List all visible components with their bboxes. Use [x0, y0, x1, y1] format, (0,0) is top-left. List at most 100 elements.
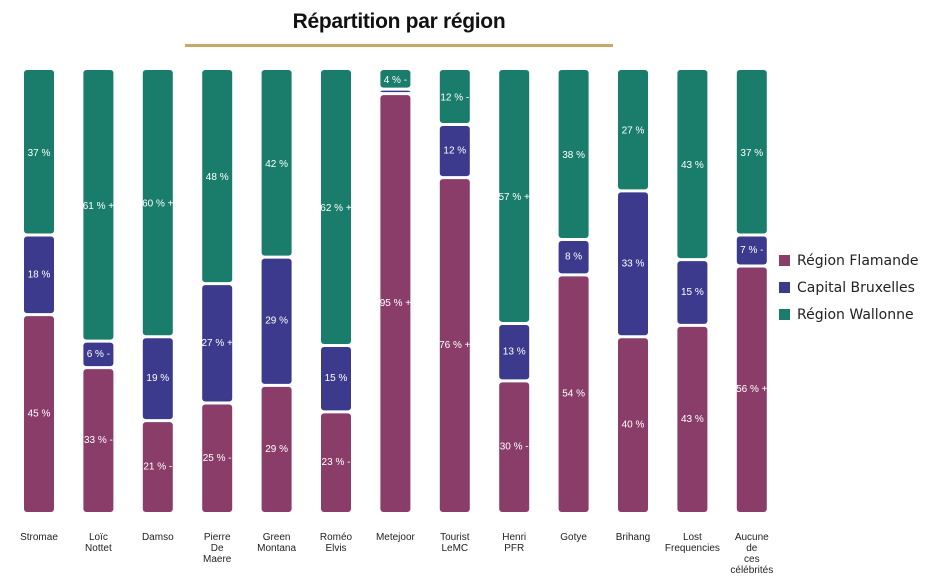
bar-label-4-0: 29 %	[265, 444, 288, 455]
bar-segment-6-0	[380, 95, 411, 512]
bar-segment-3-0	[202, 404, 233, 512]
category-label-3: Pierre De Maere	[203, 532, 232, 565]
title-underline	[185, 44, 613, 47]
category-label-7: Tourist LeMC	[440, 532, 470, 554]
bar-label-6-0: 95 % +	[380, 298, 412, 309]
chart-title: Répartition par région	[292, 10, 506, 33]
legend-label-bruxelles: Capital Bruxelles	[797, 279, 915, 296]
bar-segment-2-0	[142, 422, 173, 512]
bar-label-10-2: 27 %	[622, 126, 645, 137]
bar-label-6-2: 4 % -	[384, 75, 407, 86]
legend: Région Flamande Capital Bruxelles Région…	[779, 247, 919, 328]
bar-segment-0-1	[24, 236, 54, 314]
bar-label-12-2: 37 %	[740, 148, 763, 159]
bar-label-2-0: 21 % -	[143, 462, 172, 473]
category-label-8: Henri PFR	[502, 532, 526, 554]
legend-item-wallonne: Région Wallonne	[779, 301, 919, 328]
category-label-11: Lost Frequencies	[665, 532, 720, 554]
category-label-2: Damso	[142, 532, 174, 543]
bar-label-8-1: 13 %	[503, 347, 526, 358]
bar-label-4-2: 42 %	[265, 159, 288, 170]
bar-segment-10-1	[618, 192, 648, 336]
bar-label-8-0: 30 % -	[500, 442, 529, 453]
bar-segment-5-0	[321, 413, 351, 512]
bar-segment-9-0	[558, 276, 589, 512]
bar-segment-7-2	[439, 70, 470, 124]
bar-segment-12-2	[736, 70, 767, 234]
legend-item-flamande: Région Flamande	[779, 247, 919, 274]
category-label-6: Metejoor	[376, 532, 416, 543]
bar-label-7-2: 12 % -	[440, 93, 469, 104]
bar-segment-11-0	[677, 326, 708, 512]
bar-label-11-2: 43 %	[681, 160, 704, 171]
bar-label-2-2: 60 % +	[142, 199, 174, 210]
category-label-1: Loïc Nottet	[85, 532, 112, 554]
bar-label-1-2: 61 % +	[83, 201, 115, 212]
legend-item-bruxelles: Capital Bruxelles	[779, 274, 919, 301]
bar-segment-3-1	[202, 285, 233, 402]
bar-label-5-2: 62 % +	[320, 203, 352, 214]
bar-label-12-1: 7 % -	[740, 245, 763, 256]
bar-label-9-2: 38 %	[562, 150, 585, 161]
bar-segment-0-2	[24, 70, 54, 234]
bar-label-3-2: 48 %	[206, 172, 229, 183]
bar-label-9-1: 8 %	[565, 252, 582, 263]
bar-segment-0-0	[24, 316, 54, 512]
bar-label-0-1: 18 %	[28, 269, 51, 280]
bar-label-11-1: 15 %	[681, 287, 704, 298]
bar-segment-6-2	[380, 70, 411, 88]
bar-segment-2-1	[142, 338, 173, 420]
bar-label-5-1: 15 %	[325, 373, 348, 384]
bar-segment-12-0	[736, 267, 767, 512]
bar-label-1-0: 33 % -	[84, 435, 113, 446]
bar-segment-4-2	[261, 70, 292, 256]
legend-swatch-flamande	[779, 255, 790, 266]
bar-segment-1-1	[83, 342, 114, 367]
bar-segment-7-1	[439, 126, 470, 177]
bar-label-7-0: 76 % +	[439, 340, 471, 351]
bar-segment-2-2	[142, 70, 173, 336]
category-label-5: Roméo Elvis	[320, 532, 353, 554]
legend-swatch-wallonne	[779, 309, 790, 320]
bar-segment-1-2	[83, 70, 114, 340]
bar-segment-5-2	[321, 70, 351, 345]
bar-label-9-0: 54 %	[562, 389, 585, 400]
bar-segment-11-2	[677, 70, 708, 259]
bar-segment-9-1	[558, 240, 589, 274]
bar-label-2-1: 19 %	[146, 373, 169, 384]
bar-segment-5-1	[321, 347, 351, 411]
category-label-9: Gotye	[560, 532, 587, 543]
bar-segment-4-1	[261, 258, 292, 384]
bar-label-11-0: 43 %	[681, 414, 704, 425]
bar-segment-7-0	[439, 179, 470, 512]
category-label-0: Stromae	[20, 532, 58, 543]
bar-segment-8-0	[499, 382, 530, 512]
bar-label-5-0: 23 % -	[322, 457, 351, 468]
category-label-4: Green Montana	[257, 532, 296, 554]
bar-label-4-1: 29 %	[265, 316, 288, 327]
legend-swatch-bruxelles	[779, 282, 790, 293]
bar-label-1-1: 6 % -	[87, 349, 110, 360]
bar-segment-8-1	[499, 324, 530, 380]
bar-segment-10-0	[618, 338, 648, 512]
bar-label-7-1: 12 %	[443, 146, 466, 157]
bar-label-3-1: 27 % +	[201, 338, 233, 349]
category-label-12: Aucune de ces célébrités	[730, 532, 773, 576]
legend-label-wallonne: Région Wallonne	[797, 306, 914, 323]
bar-segment-4-0	[261, 386, 292, 512]
category-label-10: Brihang	[616, 532, 650, 543]
bar-segment-11-1	[677, 261, 708, 324]
bar-label-0-0: 45 %	[28, 409, 51, 420]
bar-label-10-1: 33 %	[622, 258, 645, 269]
bar-label-12-0: 56 % +	[736, 384, 768, 395]
bar-label-3-0: 25 % -	[203, 453, 232, 464]
legend-label-flamande: Région Flamande	[797, 252, 919, 269]
bar-label-10-0: 40 %	[622, 420, 645, 431]
bar-segment-12-1	[736, 236, 767, 265]
bar-label-8-2: 57 % +	[498, 192, 530, 203]
bar-segment-1-0	[83, 369, 114, 512]
bar-label-0-2: 37 %	[28, 148, 51, 159]
bar-segment-3-2	[202, 70, 233, 283]
bar-segment-8-2	[499, 70, 530, 322]
